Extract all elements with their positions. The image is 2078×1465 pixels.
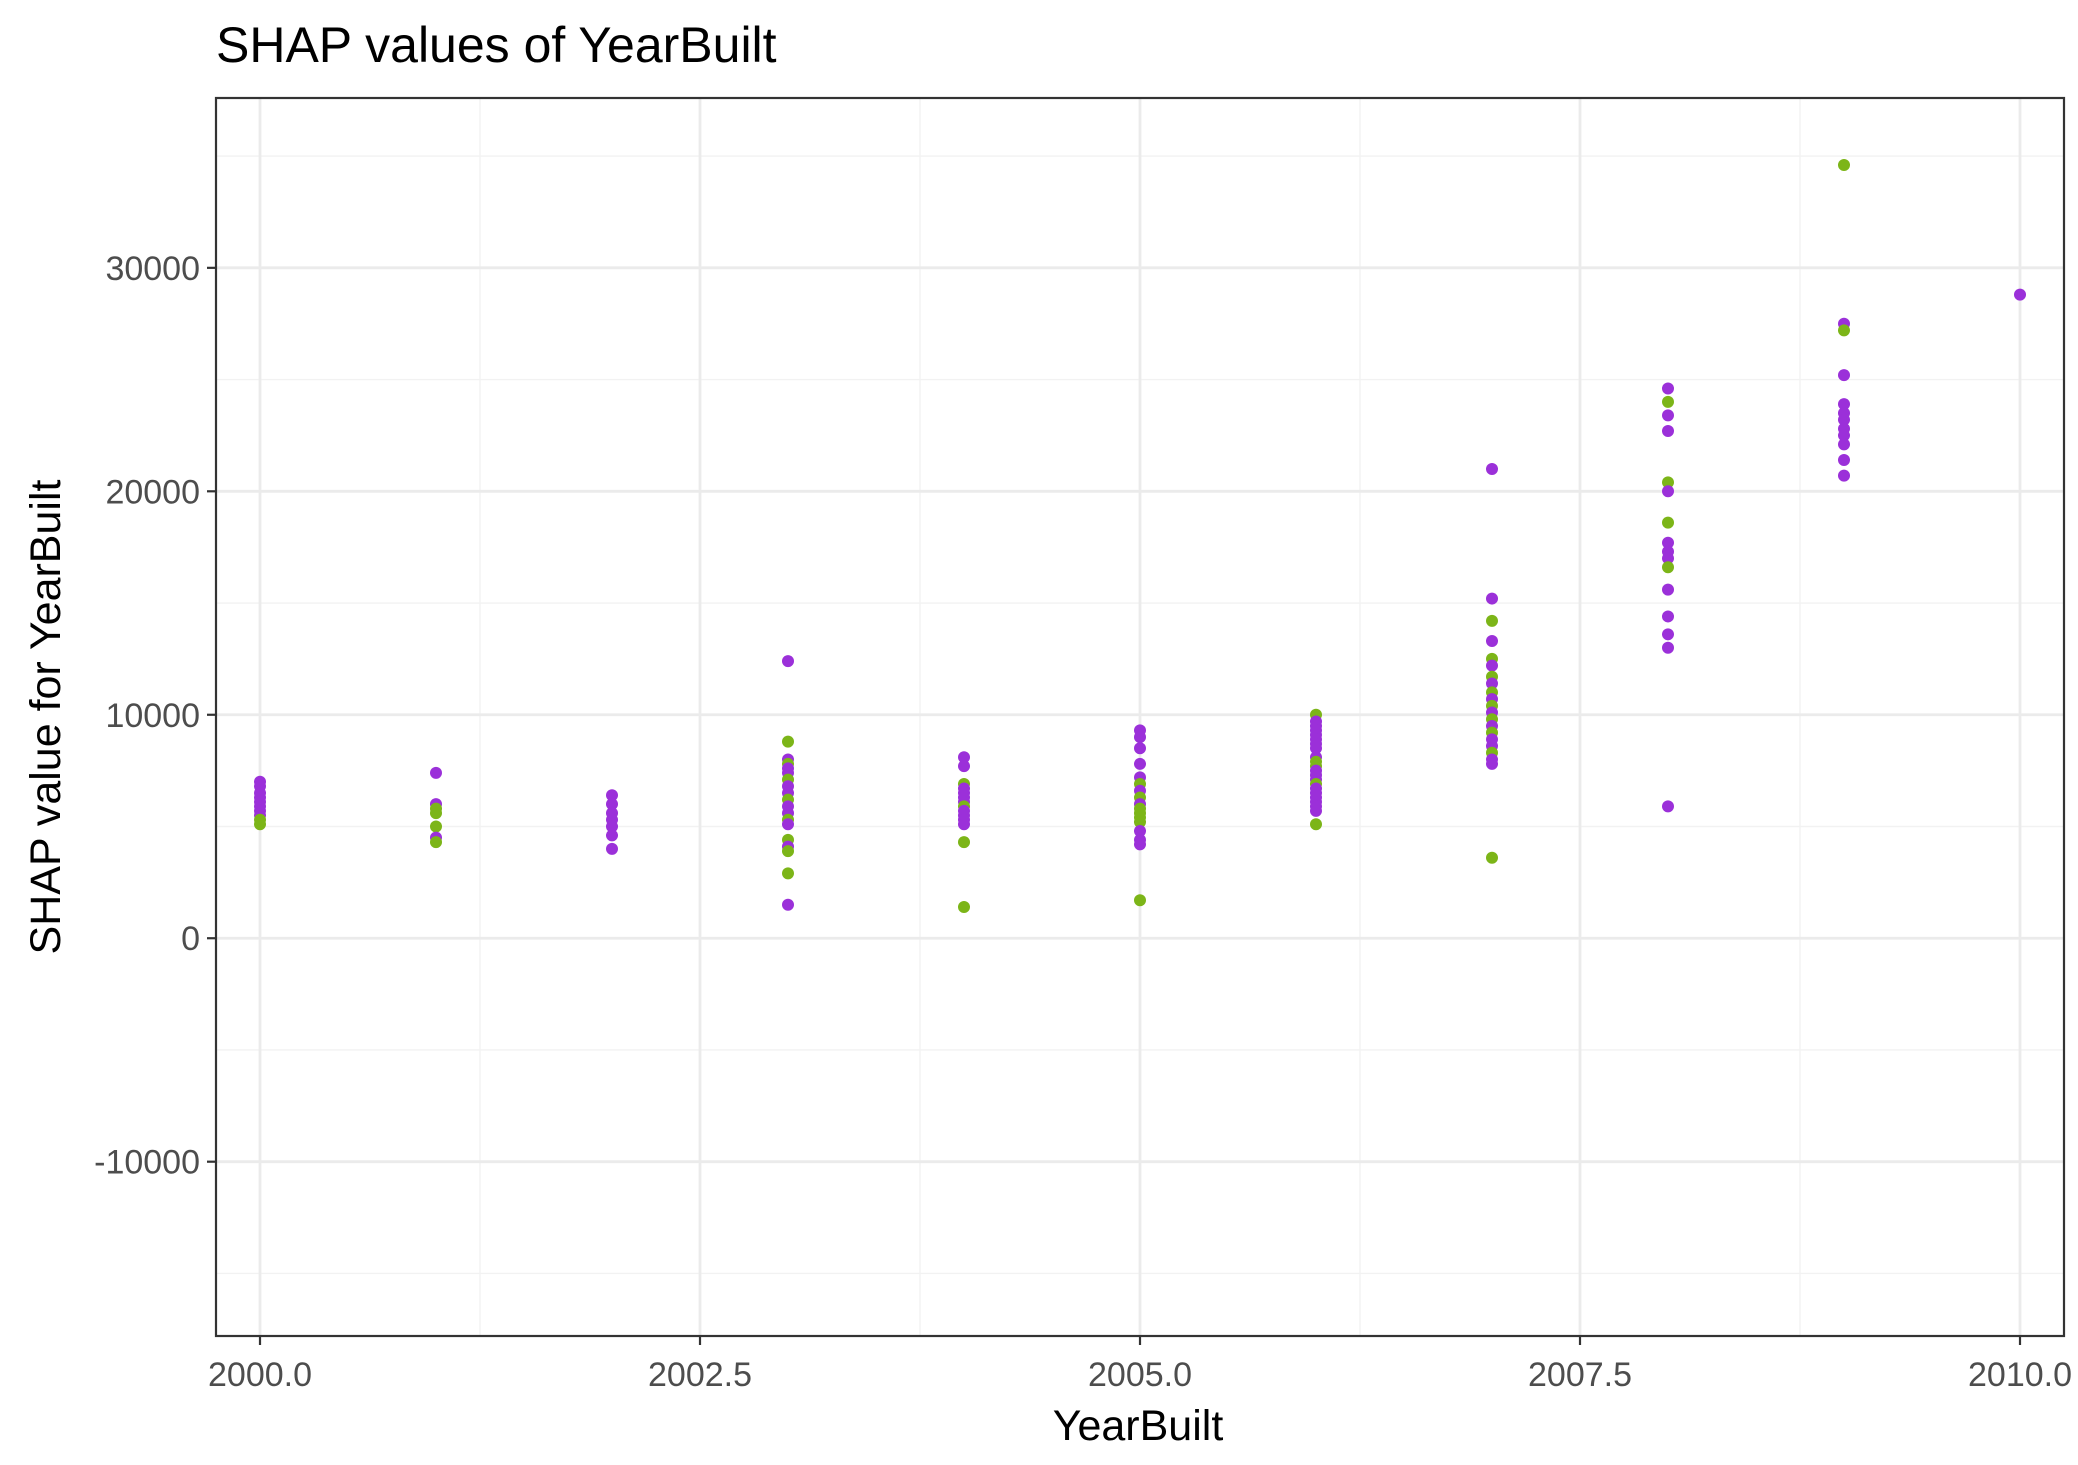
data-point: [1486, 659, 1498, 672]
data-point: [1662, 476, 1674, 489]
data-point: [1662, 610, 1674, 623]
y-tick-label: 10000: [105, 697, 200, 735]
data-point: [1134, 816, 1146, 829]
data-point: [1662, 641, 1674, 654]
x-axis-title: YearBuilt: [1053, 1402, 1224, 1450]
data-point: [1838, 159, 1850, 172]
data-point: [1310, 742, 1322, 755]
y-axis-title: SHAP value for YearBuilt: [22, 480, 70, 955]
y-tick-label: -10000: [94, 1144, 200, 1182]
data-point: [1486, 635, 1498, 648]
x-tick-label: 2010.0: [1968, 1356, 2072, 1394]
data-point: [1134, 731, 1146, 744]
data-point: [1662, 628, 1674, 641]
data-point: [782, 867, 794, 880]
data-point: [1662, 561, 1674, 574]
data-point: [606, 820, 618, 833]
data-point: [1838, 398, 1850, 411]
data-point: [1486, 592, 1498, 605]
x-tick-label: 2007.5: [1528, 1356, 1632, 1394]
data-point: [958, 751, 970, 764]
major-gridlines: [216, 98, 2064, 1336]
x-tick-label: 2005.0: [1088, 1356, 1192, 1394]
data-point: [782, 845, 794, 858]
data-point: [1662, 552, 1674, 565]
data-point: [782, 898, 794, 911]
data-point: [1662, 395, 1674, 408]
data-point: [958, 760, 970, 773]
y-axis-ticks: -10000 0 10000 20000 30000: [94, 250, 216, 1182]
y-tick-label: 30000: [105, 250, 200, 288]
data-point: [1662, 516, 1674, 529]
data-point: [1838, 324, 1850, 337]
data-point: [1838, 369, 1850, 382]
data-point: [1838, 454, 1850, 467]
data-point: [1310, 804, 1322, 817]
data-point: [782, 818, 794, 831]
data-point: [1134, 838, 1146, 851]
x-tick-label: 2002.5: [648, 1356, 752, 1394]
data-point: [958, 818, 970, 831]
data-point: [254, 818, 266, 831]
data-point: [430, 836, 442, 849]
data-point: [606, 842, 618, 855]
data-point: [1486, 677, 1498, 690]
data-point: [1838, 429, 1850, 442]
data-point: [606, 798, 618, 811]
data-point: [1486, 851, 1498, 864]
data-point: [430, 820, 442, 833]
data-point: [1662, 485, 1674, 498]
data-point: [430, 766, 442, 779]
data-point: [2014, 288, 2026, 301]
data-point: [1838, 413, 1850, 426]
data-point: [606, 789, 618, 802]
data-point: [1134, 824, 1146, 837]
data-point: [1134, 894, 1146, 907]
data-point: [1486, 462, 1498, 475]
data-point: [1662, 382, 1674, 395]
y-tick-label: 20000: [105, 473, 200, 511]
data-point: [1310, 818, 1322, 831]
data-point: [1134, 742, 1146, 755]
data-point: [782, 735, 794, 748]
x-axis-ticks: 2000.0 2002.5 2005.0 2007.5 2010.0: [208, 1336, 2072, 1394]
data-point: [1486, 614, 1498, 627]
data-point: [430, 807, 442, 820]
data-point: [1662, 409, 1674, 422]
data-point: [958, 836, 970, 849]
chart-title: SHAP values of YearBuilt: [216, 17, 777, 73]
x-tick-label: 2000.0: [208, 1356, 312, 1394]
data-point: [606, 829, 618, 842]
y-tick-label: 0: [181, 920, 200, 958]
data-point: [782, 655, 794, 668]
data-point: [1838, 438, 1850, 451]
data-point: [1662, 536, 1674, 549]
data-point: [1662, 424, 1674, 437]
data-point: [958, 900, 970, 913]
data-point: [1662, 800, 1674, 813]
data-point: [1486, 757, 1498, 770]
data-point: [1662, 583, 1674, 596]
data-point: [1838, 469, 1850, 482]
data-point: [1134, 757, 1146, 770]
data-points: [254, 159, 2026, 913]
